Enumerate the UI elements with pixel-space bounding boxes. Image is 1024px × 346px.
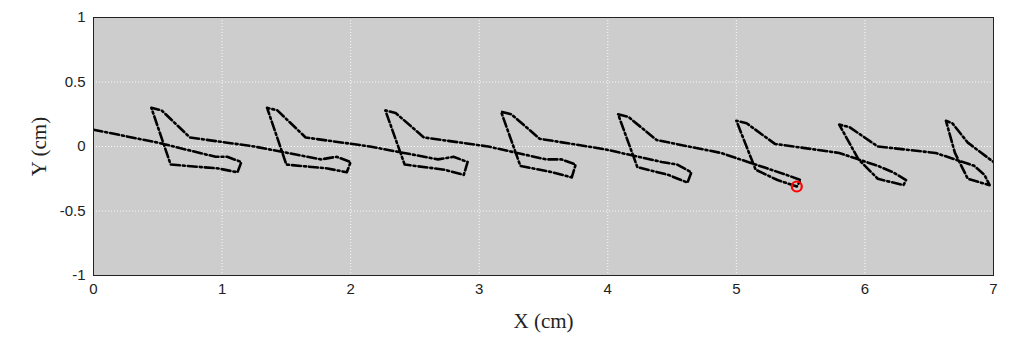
svg-text:-1: -1 — [72, 266, 85, 283]
svg-text:0: 0 — [89, 280, 97, 297]
svg-text:1: 1 — [218, 280, 226, 297]
svg-text:4: 4 — [604, 280, 612, 297]
svg-text:X (cm): X (cm) — [513, 309, 573, 333]
svg-text:3: 3 — [475, 280, 483, 297]
svg-text:1: 1 — [77, 8, 85, 25]
svg-text:2: 2 — [346, 280, 354, 297]
svg-text:5: 5 — [732, 280, 740, 297]
svg-text:7: 7 — [989, 280, 997, 297]
svg-text:0: 0 — [77, 137, 85, 154]
svg-text:Y (cm): Y (cm) — [27, 117, 51, 176]
svg-text:-0.5: -0.5 — [60, 202, 86, 219]
svg-text:6: 6 — [861, 280, 869, 297]
svg-text:0.5: 0.5 — [65, 73, 86, 90]
